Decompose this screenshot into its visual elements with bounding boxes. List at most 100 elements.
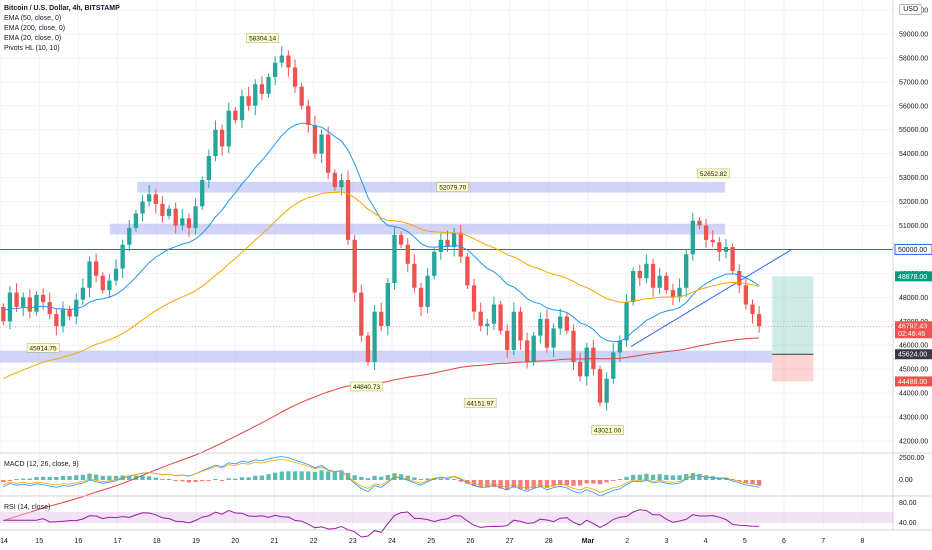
macd-histogram-bar	[200, 480, 205, 482]
macd-histogram-bar	[657, 474, 662, 480]
price-tick-label: 46000.00	[899, 343, 928, 350]
macd-histogram-bar	[40, 476, 46, 480]
currency-button[interactable]: USD	[899, 4, 922, 15]
candle-body	[518, 311, 523, 341]
candle-body	[571, 330, 576, 362]
macd-label[interactable]: MACD (12, 26, close, 9)	[4, 461, 79, 468]
candle-body	[239, 96, 245, 121]
candle-body	[54, 314, 59, 327]
macd-histogram-bar	[213, 479, 218, 480]
macd-histogram-bar	[34, 477, 39, 480]
candle-body	[717, 242, 722, 252]
pivot-box	[591, 425, 624, 435]
price-label: 02:46:46	[898, 331, 925, 338]
pivot-label: 52079.70	[439, 185, 466, 192]
macd-histogram-bar	[299, 471, 304, 480]
macd-histogram-bar	[478, 480, 483, 487]
pivot-box	[246, 33, 279, 43]
time-tick-label: 5	[743, 538, 747, 545]
candle-body	[478, 311, 483, 327]
trendline	[630, 249, 793, 347]
time-tick-label: 7	[821, 538, 825, 545]
candle-body	[206, 156, 211, 181]
pivot-label: 52652.82	[700, 171, 727, 178]
candle-body	[14, 292, 19, 307]
legend-ema20[interactable]: EMA (20, close, 0)	[4, 35, 62, 42]
ema50-line	[3, 191, 760, 380]
pivot-label: 58304.14	[249, 36, 276, 43]
candle-body	[471, 285, 477, 312]
macd-histogram-bar	[750, 480, 755, 485]
candle-body	[127, 227, 132, 245]
candle-body	[226, 110, 231, 147]
price-label: 48878.00	[898, 274, 927, 281]
macd-histogram-bar	[690, 473, 695, 480]
candle-body	[637, 270, 642, 279]
time-tick-label: 22	[310, 538, 318, 545]
candle-body	[723, 247, 729, 252]
macd-histogram-bar	[631, 474, 636, 480]
macd-tick-label: 2500.00	[899, 455, 924, 462]
price-tick-label: 54000.00	[899, 151, 928, 158]
macd-histogram-bar	[697, 473, 702, 480]
macd-histogram-bar	[438, 478, 444, 480]
candle-body	[451, 232, 457, 248]
candle-body	[405, 244, 410, 264]
candle-body	[564, 316, 570, 331]
candle-body	[412, 263, 417, 288]
macd-histogram-bar	[306, 471, 311, 480]
candle-body	[359, 292, 364, 336]
candle-body	[385, 282, 391, 327]
price-tick-label: 45000.00	[899, 367, 928, 374]
legend-ema50[interactable]: EMA (50, close, 0)	[4, 15, 62, 22]
candle-body	[286, 55, 291, 68]
macd-histogram-bar	[677, 475, 682, 480]
macd-histogram-bar	[279, 471, 284, 480]
macd-histogram-bar	[571, 480, 576, 486]
macd-histogram-bar	[286, 471, 291, 480]
price-label: 50000.00	[898, 247, 927, 254]
candle-body	[398, 235, 404, 245]
price-tick-label: 55000.00	[899, 127, 928, 134]
candle-body	[418, 287, 424, 307]
candle-body	[690, 220, 695, 255]
time-tick-label: 4	[704, 538, 708, 545]
candle-body	[27, 297, 32, 312]
macd-histogram-bar	[359, 476, 364, 480]
price-tick-label: 56000.00	[899, 103, 928, 110]
pivot-label: 44840.73	[353, 384, 380, 391]
candle-body	[306, 105, 311, 125]
macd-histogram-bar	[206, 480, 211, 481]
macd-histogram-bar	[624, 476, 629, 480]
legend-pivots[interactable]: Pivots HL (10, 10)	[4, 45, 60, 52]
macd-histogram-bar	[1, 480, 6, 483]
candle-body	[272, 62, 278, 78]
macd-histogram-bar	[604, 480, 609, 483]
time-tick-label: 27	[506, 538, 514, 545]
candle-body	[87, 261, 92, 288]
time-tick-label: 14	[0, 538, 8, 545]
candle-body	[438, 239, 444, 252]
price-label-box	[895, 328, 932, 339]
rsi-label[interactable]: RSI (14, close)	[4, 504, 51, 511]
pivot-label: 45914.75	[30, 345, 57, 352]
macd-histogram-bar	[74, 475, 79, 480]
candle-body	[684, 254, 689, 288]
candle-body	[379, 311, 384, 327]
candle-body	[180, 218, 185, 226]
time-tick-label: 21	[271, 538, 279, 545]
candle-body	[710, 239, 715, 243]
macd-histogram-bar	[186, 480, 192, 483]
candle-body	[551, 328, 556, 348]
legend-ema200[interactable]: EMA (200, close, 0)	[4, 25, 66, 32]
macd-histogram-bar	[160, 479, 165, 480]
macd-histogram-bar	[272, 472, 278, 480]
candle-body	[219, 129, 225, 147]
candle-body	[577, 361, 583, 377]
candle-body	[292, 67, 298, 87]
macd-histogram-bar	[551, 480, 556, 487]
time-tick-label: 28	[545, 538, 553, 545]
candle-body	[505, 330, 510, 351]
candle-body	[213, 129, 218, 157]
